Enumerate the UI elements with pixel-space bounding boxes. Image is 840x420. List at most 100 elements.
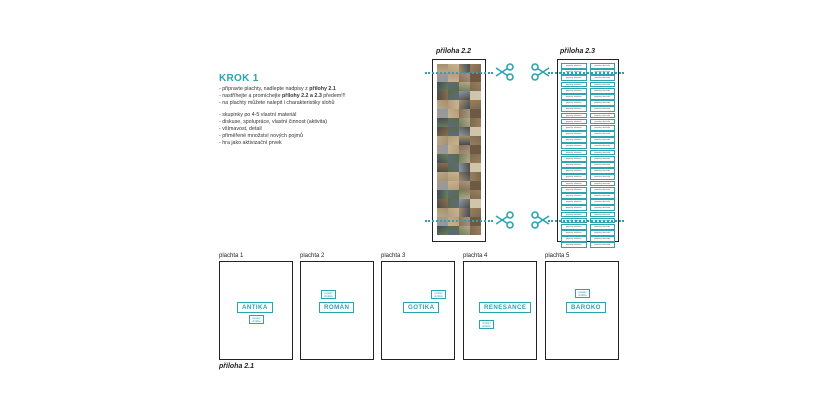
photo-thumbnail xyxy=(459,145,470,154)
photo-thumbnail xyxy=(448,109,459,118)
instruction-line-1: - připravte plachty, nadlepte nadpisy z … xyxy=(219,86,336,92)
label-cell: popisky obrázku xyxy=(561,106,587,113)
label-cell: popisky obrázku xyxy=(561,137,587,144)
label-cell: popisky obrázku xyxy=(561,87,587,94)
photo-thumbnail xyxy=(437,199,448,208)
cut-line-bottom-left xyxy=(425,220,493,222)
note-line-4: - přiměřené množství nových pojmů xyxy=(219,133,303,139)
sheet-title-4: plachta 4 xyxy=(463,253,488,259)
label-cell: popisky obrázku xyxy=(589,211,615,218)
instruction-line-2: - nastříhejte a promíchejte přílohy 2.2 … xyxy=(219,93,346,99)
label-cell: popisky obrázku xyxy=(589,81,615,88)
photo-thumbnail xyxy=(437,172,448,181)
step-title: KROK 1 xyxy=(219,73,259,84)
photo-thumbnail xyxy=(459,163,470,172)
mini-label: popisky obrázku xyxy=(431,290,446,299)
note-line-1: - skupinky po 4-5 vlastní materiál xyxy=(219,112,297,118)
photo-thumbnail xyxy=(437,226,448,235)
label-cell: popisky obrázku xyxy=(589,186,615,193)
label-cell: popisky obrázku xyxy=(561,180,587,187)
photo-thumbnail xyxy=(470,100,481,109)
photo-thumbnail xyxy=(470,145,481,154)
photo-thumbnail xyxy=(448,154,459,163)
label-cell: popisky obrázku xyxy=(589,205,615,212)
photo-thumbnail xyxy=(437,64,448,73)
photo-thumbnail xyxy=(448,190,459,199)
photo-thumbnail xyxy=(459,118,470,127)
label-cell: popisky obrázku xyxy=(589,242,615,249)
photo-thumbnail xyxy=(459,73,470,82)
label-cell: popisky obrázku xyxy=(561,162,587,168)
label-cell: popisky obrázku xyxy=(561,93,587,100)
sheet-3: GOTIKA popisky obrázku xyxy=(381,261,455,360)
photo-thumbnail xyxy=(437,181,448,190)
scissors-icon xyxy=(495,211,514,229)
pictures-strip xyxy=(432,59,486,242)
photo-thumbnail xyxy=(437,82,448,91)
label-cell: popisky obrázku xyxy=(589,137,615,144)
photo-thumbnail xyxy=(470,199,481,208)
label-cell: popisky obrázku xyxy=(589,93,615,100)
label-cell: popisky obrázku xyxy=(561,81,587,88)
mini-label: popisky obrázku xyxy=(575,289,590,298)
photo-thumbnail xyxy=(448,73,459,82)
photo-thumbnail xyxy=(448,100,459,109)
note-line-2: - diskuse, spolupráce, vlastní činnost (… xyxy=(219,119,328,125)
label-cell: popisky obrázku xyxy=(589,118,615,125)
label-cell: popisky obrázku xyxy=(589,75,615,82)
label-cell: popisky obrázku xyxy=(561,242,587,249)
label-cell: popisky obrázku xyxy=(561,236,587,243)
photo-thumbnail xyxy=(459,226,470,235)
label-cell: popisky obrázku xyxy=(561,186,587,193)
labels-grid: popisky obrázku popisky obrázku popisky ob… xyxy=(561,63,615,249)
photo-thumbnail xyxy=(459,136,470,145)
cut-line-top-left xyxy=(425,72,493,74)
sheet-5: BAROKO popisky obrázku xyxy=(545,261,619,360)
label-cell: popisky obrázku xyxy=(561,124,587,131)
photo-thumbnail xyxy=(448,82,459,91)
photo-thumbnail xyxy=(470,226,481,235)
label-cell: popisky obrázku xyxy=(561,223,587,230)
photo-thumbnail xyxy=(470,64,481,73)
sheet-4: RENESANCE popisky obrázku xyxy=(463,261,537,360)
style-label-baroko: BAROKO xyxy=(566,302,606,313)
label-cell: popisky obrázku xyxy=(561,230,587,236)
photo-thumbnail xyxy=(470,190,481,199)
label-cell: popisky obrázku xyxy=(561,149,587,156)
label-cell: popisky obrázku xyxy=(561,205,587,212)
label-cell: popisky obrázku xyxy=(589,106,615,113)
sheet-1: ANTIKA popisky obrázku xyxy=(219,261,293,360)
photo-thumbnail xyxy=(448,145,459,154)
label-cell: popisky obrázku xyxy=(561,75,587,82)
photo-thumbnail xyxy=(470,163,481,172)
photo-thumbnail xyxy=(437,73,448,82)
label-cell: popisky obrázku xyxy=(589,124,615,131)
label-cell: popisky obrázku xyxy=(589,149,615,156)
label-cell: popisky obrázku xyxy=(589,100,615,106)
label-cell: popisky obrázku xyxy=(589,230,615,236)
photo-thumbnail xyxy=(459,172,470,181)
photo-thumbnail xyxy=(459,100,470,109)
photo-thumbnail xyxy=(459,190,470,199)
labels-strip: popisky obrázku popisky obrázku popisky ob… xyxy=(557,59,619,249)
attachment-sheets-label: příloha 2.1 xyxy=(219,363,255,370)
scissors-icon xyxy=(495,63,514,81)
photo-thumbnail xyxy=(470,109,481,118)
photo-thumbnail xyxy=(470,172,481,181)
photo-thumbnail xyxy=(448,118,459,127)
sheet-2: ROMÁN popisky obrázku xyxy=(300,261,374,360)
photo-thumbnail xyxy=(459,82,470,91)
photo-thumbnail xyxy=(437,136,448,145)
photo-thumbnail xyxy=(470,82,481,91)
label-cell: popisky obrázku xyxy=(561,118,587,125)
mini-label: popisky obrázku xyxy=(249,315,264,324)
sheet-title-3: plachta 3 xyxy=(381,253,406,259)
photo-thumbnail xyxy=(437,109,448,118)
sheet-title-5: plachta 5 xyxy=(545,253,570,259)
photo-thumbnail xyxy=(437,91,448,100)
style-label-roman: ROMÁN xyxy=(319,302,355,313)
label-cell: popisky obrázku xyxy=(589,199,615,205)
label-cell: popisky obrázku xyxy=(589,87,615,94)
photo-thumbnail xyxy=(470,181,481,190)
photo-thumbnail xyxy=(448,127,459,136)
